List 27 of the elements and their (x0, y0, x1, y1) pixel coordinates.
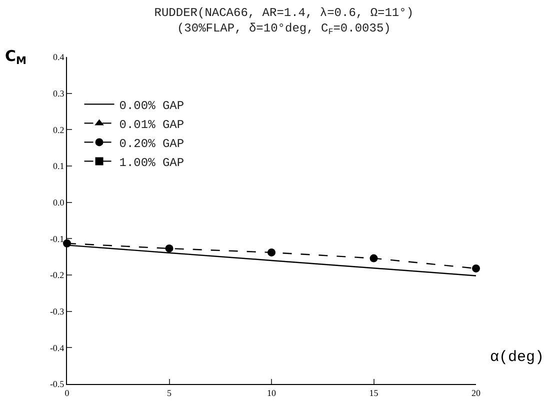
y-tick-label: 0.3 (52, 88, 65, 98)
y-tick-label: 0.2 (52, 124, 64, 135)
y-axis-title: C$_{M}$ (5, 47, 26, 68)
x-tick-label: 20 (472, 388, 481, 398)
y-tick-label: 0.0 (52, 197, 65, 208)
point (165, 244, 174, 252)
chart-subtitle: (30%FLAP, δ=10°deg, C$_{F}$=0.0035) (176, 22, 391, 38)
y-tick-label: -0.1 (50, 234, 64, 244)
y-tick-label: 0.4 (52, 52, 65, 62)
x-tick-label: 15 (369, 388, 379, 398)
point (370, 254, 378, 262)
legend-label: 0.00% GAP (119, 98, 184, 113)
x-tick-label: 5 (167, 388, 172, 398)
legend-label: 0.20% GAP (119, 136, 184, 151)
y-tick-label: -0.4 (50, 342, 65, 353)
chart-title: RUDDER(NACA66, AR=1.4, λ=0.6, Ω=11°) (154, 6, 414, 20)
x-axis-title: α(deg) (490, 349, 544, 366)
point (268, 248, 276, 256)
y-tick-label: 0.1 (52, 161, 64, 172)
point (472, 264, 480, 272)
legend-label: 0.01% GAP (119, 118, 184, 132)
x-tick-label: 0 (64, 388, 70, 398)
x-tick-label: 10 (267, 388, 276, 398)
y-tick-label: -0.5 (50, 379, 65, 390)
y-tick-label: -0.3 (50, 306, 65, 316)
legend-label: 1.00% GAP (119, 156, 184, 170)
y-tick-label: -0.2 (50, 270, 64, 280)
